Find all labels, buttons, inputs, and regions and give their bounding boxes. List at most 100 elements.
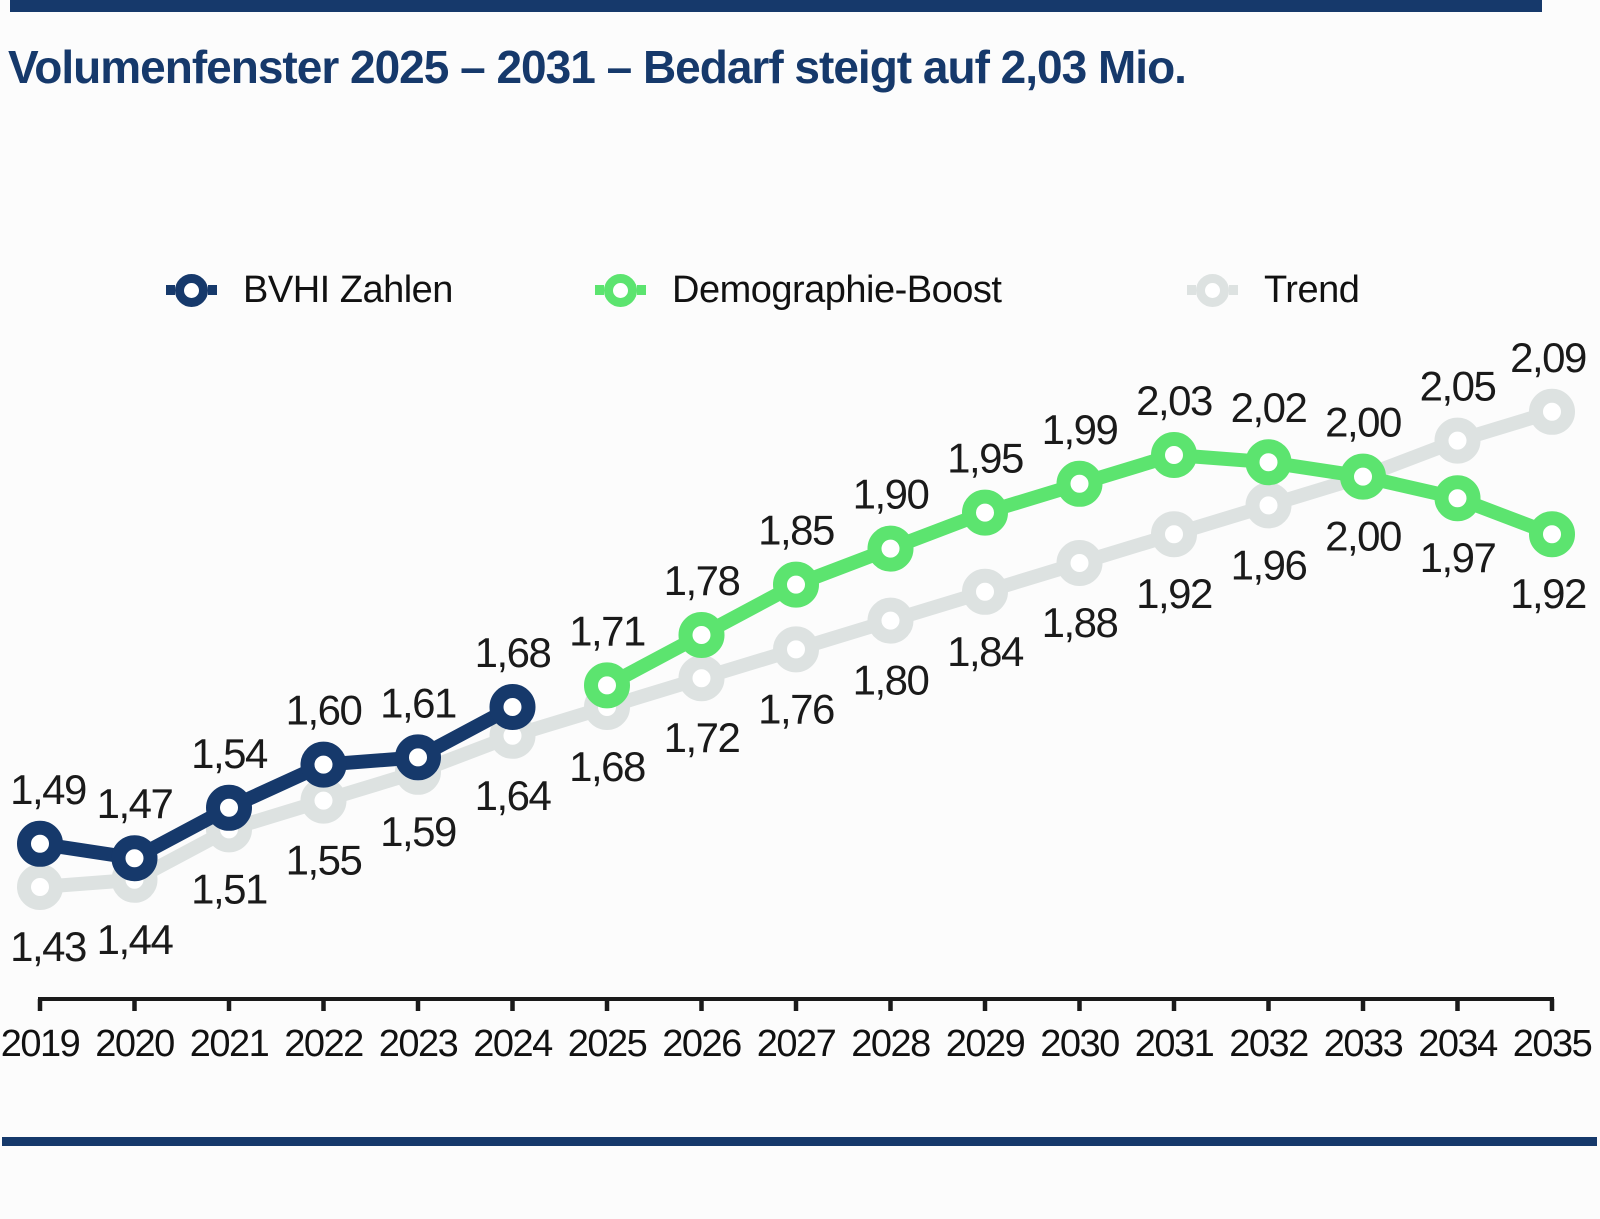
x-axis-tick-label: 2034	[1418, 1023, 1498, 1065]
marker-ring	[604, 273, 637, 307]
data-point-bvhi-zahlen	[489, 684, 536, 730]
marker-stub	[208, 285, 217, 295]
x-axis-tick-label: 2033	[1324, 1023, 1403, 1065]
x-axis-tick-label: 2032	[1229, 1023, 1308, 1065]
marker-stub	[166, 285, 175, 295]
data-point-trend	[962, 568, 1008, 615]
data-point-bvhi-zahlen	[300, 741, 347, 788]
marker-ring	[1196, 273, 1229, 307]
data-point-trend	[867, 597, 914, 644]
data-point-label-trend: 1,59	[380, 808, 456, 855]
data-point-demographie-boost	[1529, 511, 1575, 558]
x-axis-tick-label: 2025	[568, 1023, 647, 1065]
data-point-demographie-boost	[867, 525, 914, 572]
data-point-label-trend: 1,80	[853, 657, 929, 704]
data-point-trend	[1434, 417, 1481, 464]
x-axis-tick-label: 2030	[1040, 1023, 1119, 1065]
data-point-label-demographie-boost: 2,02	[1231, 384, 1307, 431]
data-point-label-demographie-boost: 2,03	[1136, 377, 1212, 424]
x-axis-tick-label: 2019	[1, 1023, 80, 1065]
x-axis-tick-label: 2024	[473, 1023, 553, 1065]
x-axis-tick-label: 2026	[662, 1023, 741, 1065]
data-point-label-trend: 1,88	[1042, 599, 1118, 646]
data-point-label-trend: 1,76	[758, 685, 834, 732]
x-axis-tick-label: 2028	[851, 1023, 930, 1065]
data-point-label-trend: 1,68	[569, 743, 645, 790]
data-point-demographie-boost	[773, 561, 819, 608]
x-axis-tick-label: 2029	[946, 1023, 1025, 1065]
marker-stub	[1229, 285, 1238, 295]
data-point-label-bvhi-zahlen: 1,61	[380, 679, 456, 726]
data-point-label-demographie-boost: 1,85	[758, 507, 834, 554]
data-point-label-trend: 1,55	[286, 837, 362, 884]
marker-ring	[175, 273, 208, 307]
data-point-trend	[678, 655, 725, 702]
data-point-label-trend: 1,44	[97, 916, 174, 963]
data-point-label-bvhi-zahlen: 1,54	[191, 730, 268, 777]
data-point-trend	[1151, 511, 1197, 558]
data-point-trend	[17, 864, 63, 910]
data-point-label-bvhi-zahlen: 1,60	[286, 687, 362, 734]
data-point-label-demographie-boost: 1,92	[1510, 570, 1586, 617]
data-point-bvhi-zahlen	[395, 734, 441, 781]
data-point-label-trend: 1,92	[1136, 570, 1212, 617]
top-accent-bar	[10, 0, 1542, 12]
data-point-demographie-boost	[962, 489, 1008, 536]
data-point-label-demographie-boost: 1,99	[1042, 406, 1118, 453]
data-point-label-demographie-boost: 2,00	[1325, 399, 1401, 446]
data-point-demographie-boost	[584, 662, 630, 709]
legend-item-trend: Trend	[1187, 262, 1360, 318]
data-point-label-bvhi-zahlen: 1,47	[97, 780, 173, 827]
x-axis-tick-label: 2022	[284, 1023, 363, 1065]
data-point-demographie-boost	[1056, 460, 1103, 507]
data-point-bvhi-zahlen	[111, 835, 158, 882]
data-point-label-trend: 2,09	[1510, 334, 1586, 381]
marker-stub	[595, 285, 604, 295]
data-point-trend	[1245, 482, 1292, 529]
data-point-bvhi-zahlen	[17, 820, 63, 867]
x-axis-tick-label: 2027	[757, 1023, 836, 1065]
data-point-demographie-boost	[1340, 453, 1386, 500]
data-point-trend	[1529, 388, 1575, 435]
marker-stub	[1187, 285, 1196, 295]
x-axis-tick-label: 2035	[1513, 1023, 1592, 1065]
line-marker-icon	[166, 273, 217, 307]
data-point-demographie-boost	[1151, 432, 1197, 478]
x-axis-tick-label: 2031	[1135, 1023, 1214, 1065]
legend-label: Demographie-Boost	[672, 268, 1002, 311]
data-point-label-trend: 2,00	[1325, 513, 1401, 560]
legend-item-bvhi-zahlen: BVHI Zahlen	[166, 262, 453, 318]
data-point-trend	[773, 626, 819, 673]
data-point-trend	[1056, 540, 1103, 586]
data-point-demographie-boost	[678, 612, 725, 658]
legend-label: Trend	[1264, 268, 1360, 311]
data-point-label-trend: 1,43	[10, 923, 86, 970]
marker-stub	[637, 285, 646, 295]
data-point-label-demographie-boost: 1,90	[853, 471, 929, 518]
bottom-accent-bar	[2, 1137, 1597, 1146]
line-marker-icon	[1187, 273, 1238, 307]
data-point-demographie-boost	[1434, 475, 1481, 522]
data-point-label-demographie-boost: 1,97	[1420, 534, 1496, 581]
x-axis-tick-label: 2023	[379, 1023, 458, 1065]
data-point-label-trend: 1,51	[191, 865, 267, 912]
legend-label: BVHI Zahlen	[243, 268, 453, 311]
data-point-label-trend: 1,84	[947, 628, 1024, 675]
data-point-label-bvhi-zahlen: 1,68	[475, 629, 551, 676]
data-point-label-demographie-boost: 1,95	[947, 435, 1023, 482]
data-point-label-demographie-boost: 1,71	[569, 607, 645, 654]
data-point-label-trend: 1,64	[475, 772, 552, 819]
data-point-label-trend: 1,72	[664, 714, 740, 761]
chart-title: Volumenfenster 2025 – 2031 – Bedarf stei…	[8, 41, 1187, 93]
x-axis-tick-label: 2021	[190, 1023, 269, 1065]
data-point-label-trend: 1,96	[1231, 541, 1307, 588]
data-point-trend	[300, 777, 347, 824]
data-point-bvhi-zahlen	[206, 784, 252, 831]
legend-item-demographie-boost: Demographie-Boost	[595, 262, 1002, 318]
data-point-label-demographie-boost: 1,78	[664, 557, 740, 604]
data-point-demographie-boost	[1245, 439, 1292, 486]
data-point-label-bvhi-zahlen: 1,49	[10, 766, 86, 813]
line-marker-icon	[595, 273, 646, 307]
